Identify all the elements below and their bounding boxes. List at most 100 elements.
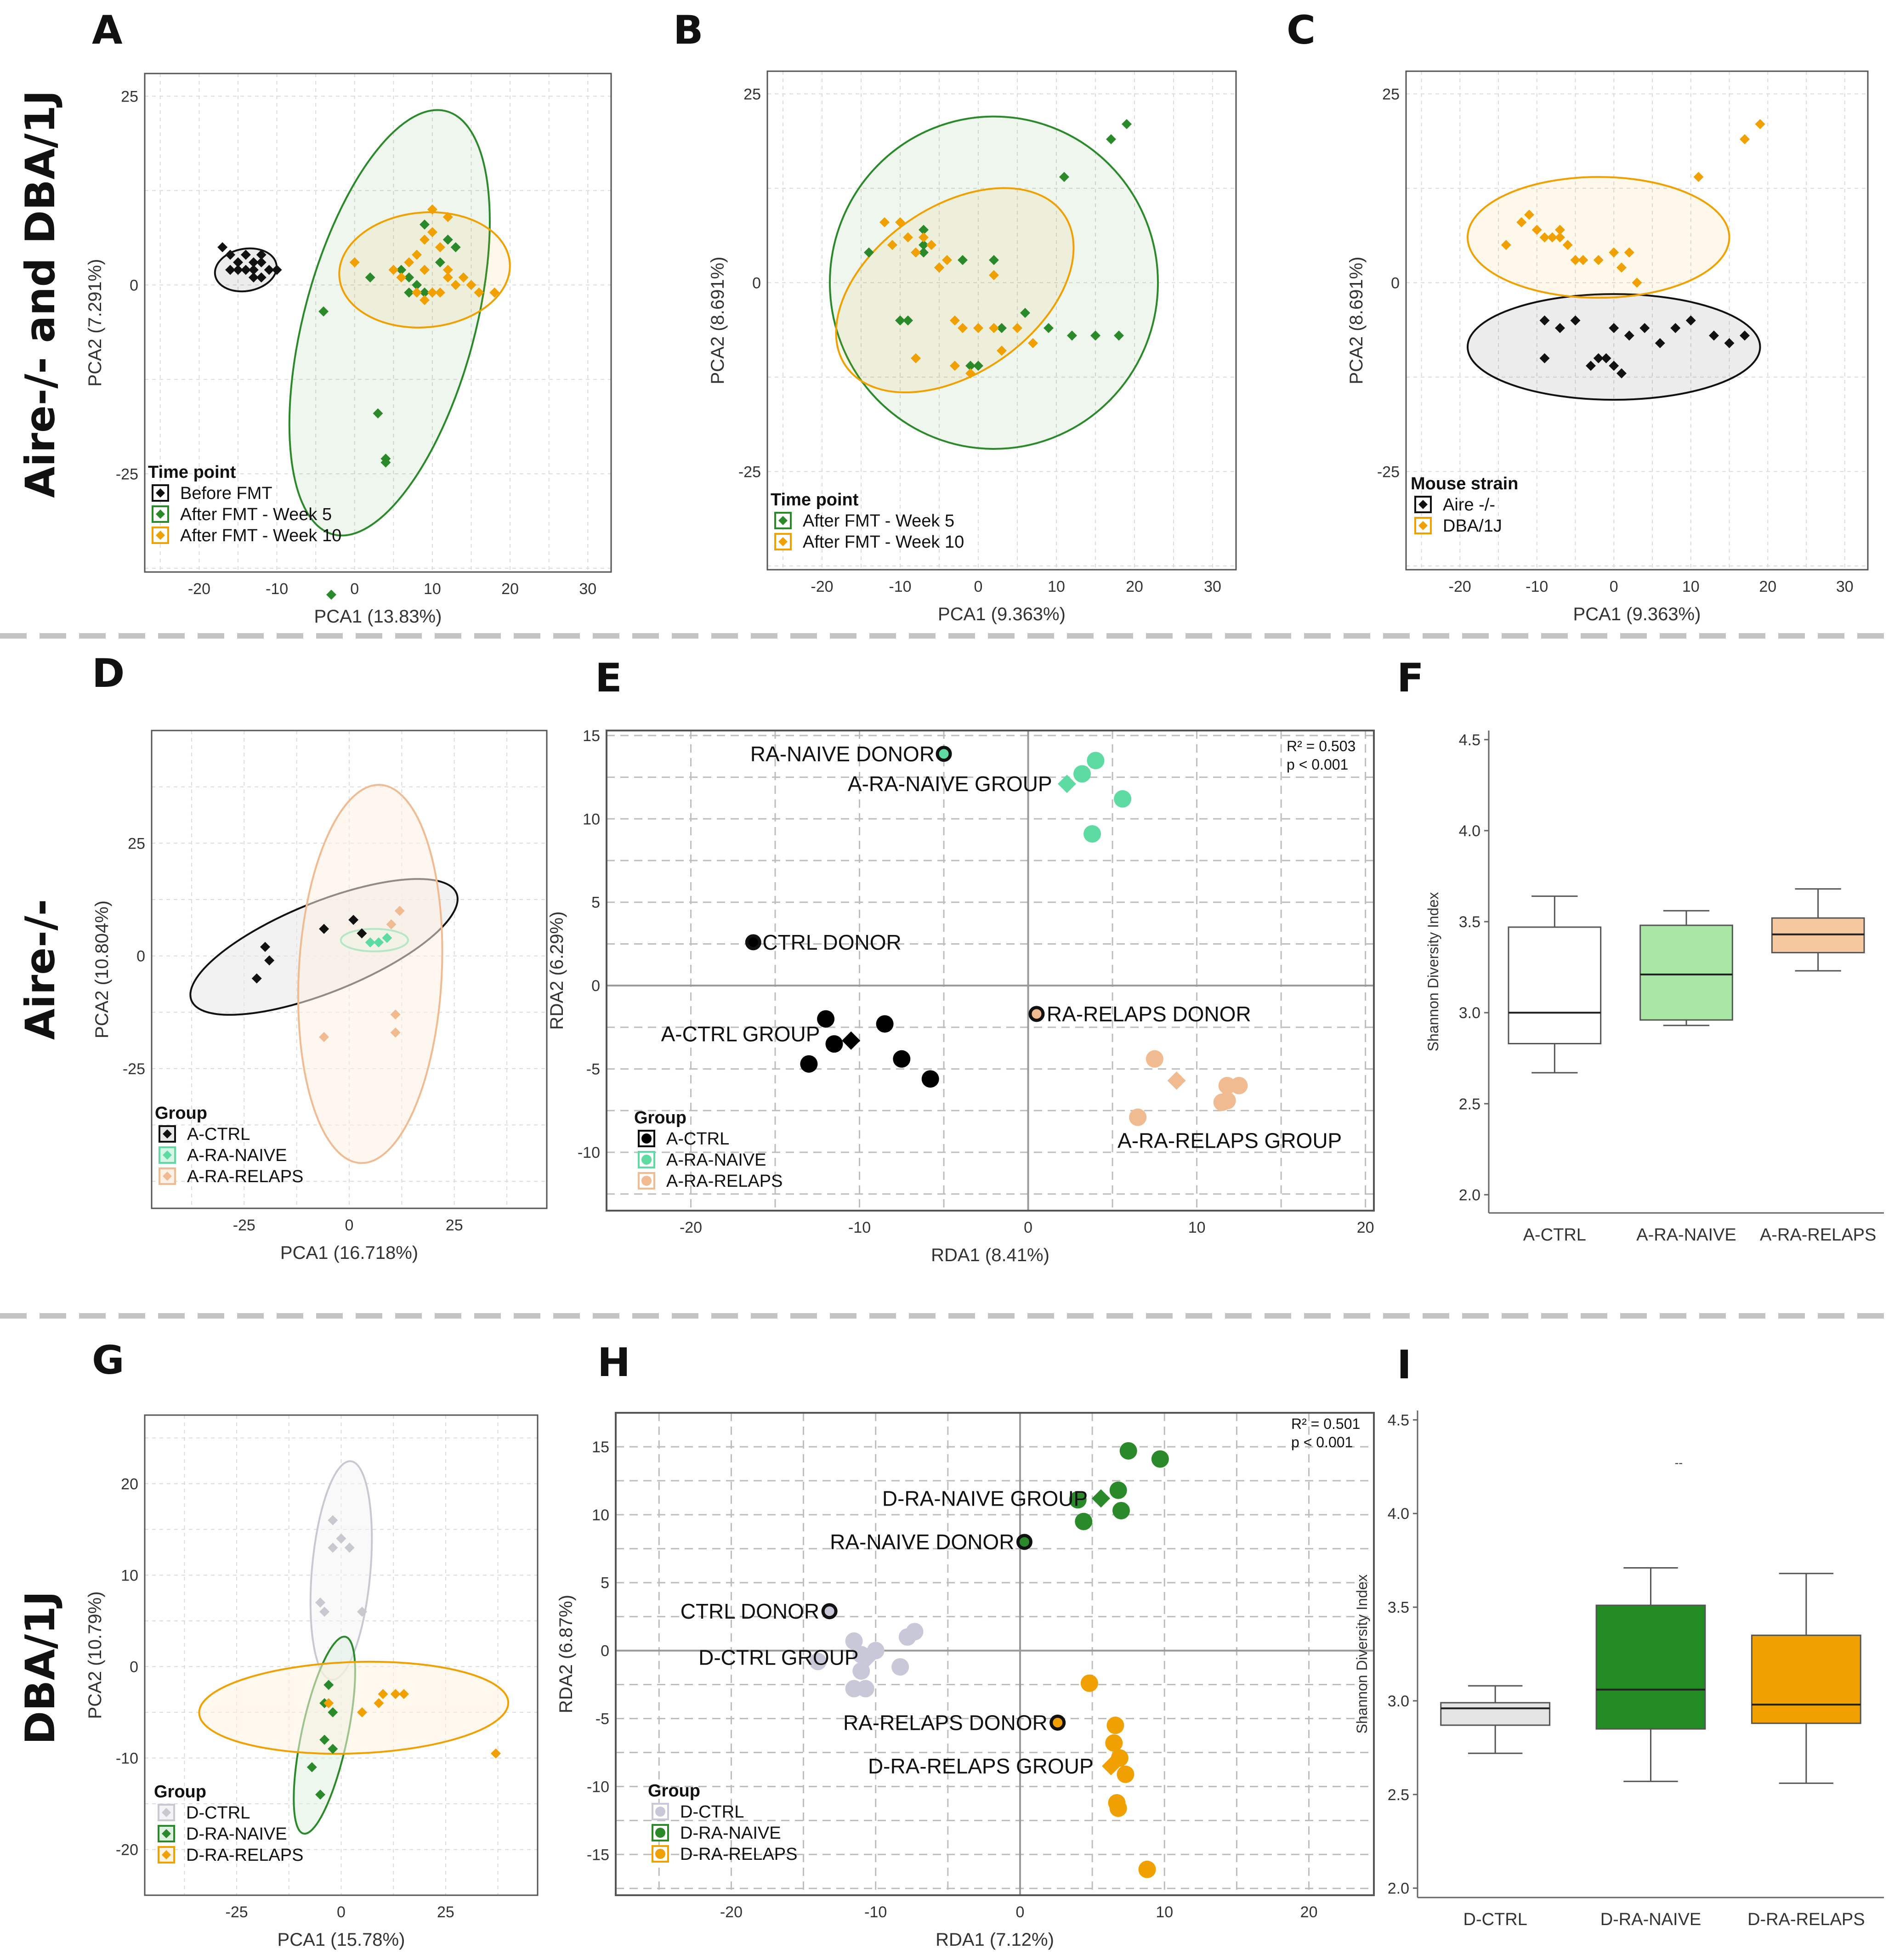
x-axis-label: PCA1 (16.718%)	[280, 1243, 418, 1263]
legend-marker	[655, 1807, 665, 1817]
x-tick-label: 20	[1357, 1219, 1374, 1236]
legend-title: Group	[634, 1108, 686, 1127]
x-axis-label: PCA1 (13.83%)	[314, 606, 442, 627]
data-point	[315, 1790, 326, 1800]
donor-point	[1049, 1714, 1066, 1731]
data-point	[1106, 134, 1116, 144]
data-point	[394, 906, 405, 916]
panel-letter: G	[92, 1337, 125, 1383]
data-point	[965, 361, 976, 371]
y-tick-label: 25	[743, 85, 761, 103]
data-point	[1112, 1501, 1130, 1519]
data-point	[919, 247, 929, 258]
data-point	[1555, 225, 1565, 235]
category-label: D-RA-NAIVE	[1600, 1910, 1701, 1929]
y-tick-label: 4.0	[1459, 822, 1480, 840]
y-tick-label: -25	[123, 1060, 145, 1078]
legend-marker	[641, 1155, 652, 1165]
box	[1751, 1634, 1861, 1724]
legend-label: D-CTRL	[680, 1802, 744, 1822]
data-point	[817, 1010, 835, 1028]
y-tick-label: 5	[601, 1575, 609, 1592]
x-tick-label: 30	[579, 580, 596, 598]
data-point	[1578, 255, 1588, 265]
legend-label: After FMT - Week 10	[180, 526, 341, 545]
x-tick-label: 0	[1610, 578, 1618, 595]
panel-letter: H	[597, 1340, 630, 1386]
panel-g: -25 0 25 -20 -10 0 10 20 PCA1 (15.78%) PCA2 (10.7…	[85, 1414, 539, 1950]
data-point	[1067, 330, 1077, 341]
stat-text: p < 0.001	[1287, 756, 1348, 773]
data-point	[248, 257, 259, 267]
data-point	[1670, 323, 1681, 333]
confidence-ellipse	[835, 187, 1075, 394]
data-point	[435, 257, 445, 267]
data-point	[442, 212, 453, 222]
donor-point	[936, 746, 952, 762]
data-point	[1740, 330, 1750, 341]
data-point	[396, 265, 407, 275]
data-point	[1012, 323, 1022, 333]
data-point	[1593, 353, 1604, 363]
legend-label: D-RA-NAIVE	[186, 1824, 287, 1844]
data-point	[973, 361, 983, 371]
data-point	[328, 1542, 338, 1553]
x-tick-label: 20	[1126, 578, 1143, 595]
y-tick-label: 10	[583, 810, 600, 828]
legend-label: D-RA-NAIVE	[680, 1824, 781, 1843]
category-label: A-CTRL	[1523, 1225, 1586, 1245]
donor-label: RA-RELAPS DONOR	[1047, 1002, 1251, 1026]
data-point	[1516, 217, 1527, 227]
legend-marker	[655, 1828, 665, 1838]
y-tick-label: -5	[596, 1710, 609, 1728]
legend-label: D-RA-RELAPS	[186, 1846, 304, 1865]
data-point	[1632, 278, 1642, 288]
data-point	[264, 265, 274, 275]
y-tick-label: 2.5	[1459, 1095, 1480, 1113]
legend-label: A-RA-NAIVE	[666, 1150, 766, 1170]
legend-label: A-RA-RELAPS	[666, 1172, 783, 1191]
data-point	[240, 265, 251, 275]
data-point	[1555, 232, 1565, 243]
data-point	[1073, 765, 1091, 783]
category-label: A-RA-NAIVE	[1636, 1225, 1736, 1245]
legend-marker	[778, 537, 788, 546]
y-axis-label: PCA2 (10.804%)	[92, 901, 112, 1038]
data-point	[420, 295, 430, 306]
y-tick-label: -25	[738, 463, 761, 481]
data-point	[1616, 368, 1627, 379]
x-tick-label: 0	[337, 1903, 346, 1921]
plot-frame	[144, 1414, 539, 1896]
data-point	[887, 240, 897, 250]
legend-marker	[1418, 500, 1428, 509]
data-point	[435, 242, 445, 253]
row-title-3: DBA/1J	[17, 1591, 64, 1745]
data-point	[919, 240, 929, 250]
group-centroid	[1167, 1071, 1186, 1090]
data-point	[1555, 323, 1565, 333]
data-point	[365, 937, 375, 948]
panel-a: -20 -10 0 10 20 30 -25 0 25 PCA1 (13.83%) PCA2 (7.…	[85, 73, 612, 627]
plot-background	[1406, 71, 1868, 570]
data-point	[1616, 262, 1627, 273]
x-tick-label: 25	[437, 1903, 454, 1921]
group-label: A-CTRL GROUP	[661, 1022, 820, 1046]
data-point	[1044, 323, 1054, 333]
data-point	[864, 247, 874, 258]
donor-label: RA-NAIVE DONOR	[750, 742, 935, 766]
data-point	[328, 1744, 338, 1754]
data-point	[895, 315, 905, 326]
data-point	[225, 249, 236, 260]
data-point	[248, 272, 259, 283]
data-point	[328, 1515, 338, 1525]
group-centroid	[1092, 1489, 1110, 1508]
box	[1639, 924, 1733, 1021]
panel-d: -25 0 25 -25 0 25 PCA1 (16.718%) PCA2 (10.804%)…	[92, 730, 548, 1263]
data-point	[489, 287, 500, 298]
data-point	[800, 1055, 818, 1073]
data-point	[388, 265, 399, 275]
legend-label: After FMT - Week 5	[180, 505, 332, 524]
panel-b: -20 -10 0 10 20 30 -25 0 25 PCA1 (9.363%) PCA2 (8.…	[708, 70, 1237, 624]
plot-frame	[606, 730, 1375, 1212]
